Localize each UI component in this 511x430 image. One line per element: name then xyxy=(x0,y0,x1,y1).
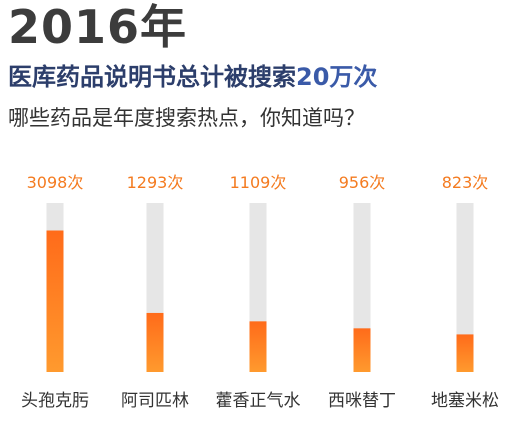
bar xyxy=(46,230,64,372)
bar xyxy=(353,328,371,372)
bar xyxy=(456,334,474,372)
bar xyxy=(146,312,164,372)
category-label: 阿司匹林 xyxy=(121,391,189,411)
bar-track xyxy=(456,203,474,372)
value-label: 3098次 xyxy=(27,173,84,192)
headline-accent: 20万次 xyxy=(296,63,378,91)
category-label: 头孢克肟 xyxy=(21,391,89,411)
value-label: 823次 xyxy=(442,173,489,192)
category-label: 藿香正气水 xyxy=(216,391,301,411)
value-label: 1109次 xyxy=(230,173,287,192)
year-title: 2016年 xyxy=(8,0,188,54)
category-label: 西咪替丁 xyxy=(328,391,396,411)
category-label: 地塞米松 xyxy=(431,391,499,411)
bar xyxy=(249,321,267,372)
subtitle: 哪些药品是年度搜索热点，你知道吗？ xyxy=(8,106,365,130)
value-label: 956次 xyxy=(339,173,386,192)
headline-main: 医库药品说明书总计被搜索 xyxy=(8,63,296,91)
headline: 医库药品说明书总计被搜索20万次 xyxy=(8,62,377,92)
value-label: 1293次 xyxy=(127,173,184,192)
